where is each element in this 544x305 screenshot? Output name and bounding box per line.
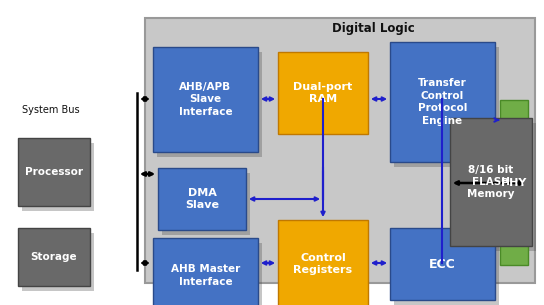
Text: DMA
Slave: DMA Slave — [185, 188, 219, 210]
Bar — [454, 123, 536, 251]
Bar — [157, 52, 262, 157]
Bar — [22, 233, 94, 291]
Bar — [450, 118, 532, 246]
Bar — [390, 228, 495, 300]
Text: Processor: Processor — [25, 167, 83, 177]
Text: Storage: Storage — [30, 252, 77, 262]
Bar — [500, 100, 528, 265]
Text: ECC: ECC — [429, 257, 456, 271]
Bar — [145, 18, 535, 283]
Bar — [158, 168, 246, 230]
Text: Digital Logic: Digital Logic — [332, 22, 415, 35]
Bar — [157, 243, 262, 305]
Bar — [390, 42, 495, 162]
Text: 8/16 bit
FLASH
Memory: 8/16 bit FLASH Memory — [467, 165, 515, 199]
Bar — [18, 138, 90, 206]
Bar — [278, 220, 368, 305]
Bar — [153, 47, 258, 152]
Bar — [162, 173, 250, 235]
Bar — [22, 143, 94, 211]
Text: AHB/APB
Slave
Interface: AHB/APB Slave Interface — [178, 82, 232, 117]
Bar — [153, 238, 258, 305]
Text: Control
Registers: Control Registers — [293, 253, 353, 275]
Text: PHY: PHY — [502, 178, 527, 188]
Bar — [394, 47, 499, 167]
Text: AHB Master
Interface: AHB Master Interface — [171, 264, 240, 287]
Text: Transfer
Control
Protocol
Engine: Transfer Control Protocol Engine — [418, 78, 467, 126]
Bar — [394, 233, 499, 305]
Text: System Bus: System Bus — [22, 105, 79, 115]
Bar — [278, 52, 368, 134]
Bar — [18, 228, 90, 286]
Text: Dual-port
RAM: Dual-port RAM — [293, 82, 353, 104]
